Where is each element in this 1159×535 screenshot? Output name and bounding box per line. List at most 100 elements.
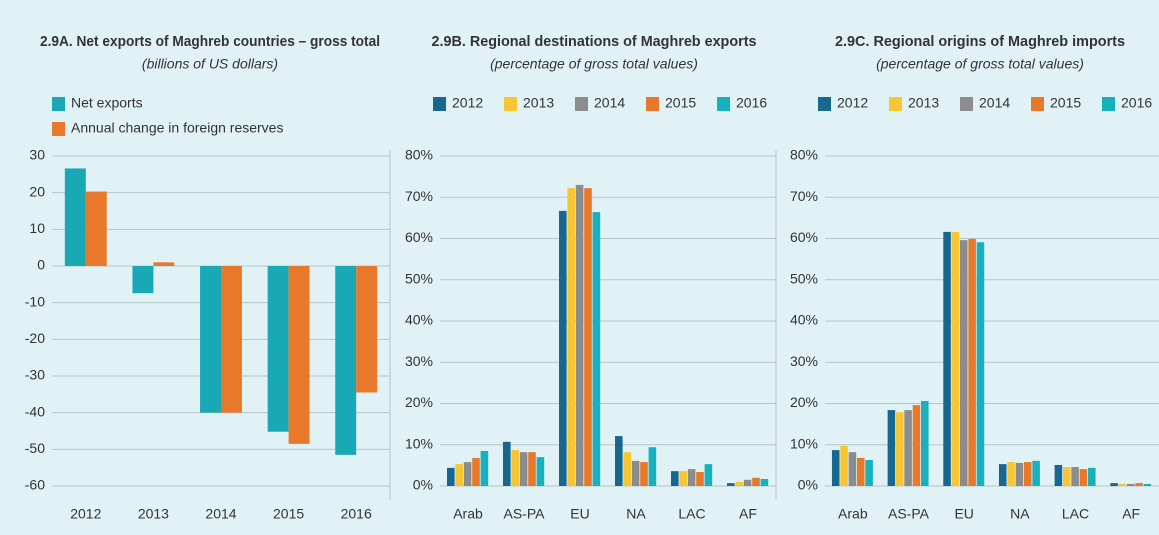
legend-swatch — [717, 97, 730, 111]
legend-swatch — [1031, 97, 1044, 111]
legend-label: 2015 — [665, 95, 696, 111]
bar — [912, 405, 921, 486]
bar — [640, 462, 648, 486]
x-tick-label: 2015 — [273, 506, 304, 522]
y-tick-label: -20 — [25, 330, 45, 346]
x-tick-label: EU — [570, 506, 589, 522]
bar — [536, 457, 545, 486]
x-tick-label: AF — [739, 506, 757, 522]
bar — [959, 240, 968, 486]
bar — [575, 184, 584, 486]
legend-swatch — [433, 97, 446, 111]
x-tick-label: AS-PA — [888, 506, 930, 522]
bar — [1118, 483, 1127, 486]
bar — [1032, 460, 1040, 486]
x-tick-label: 2014 — [205, 506, 236, 522]
bar — [559, 210, 567, 487]
bar — [727, 483, 735, 486]
legend-label: Annual change in foreign reserves — [71, 120, 283, 136]
x-tick-label: AF — [1122, 506, 1140, 522]
y-tick-label: 30 — [29, 147, 45, 163]
bar — [648, 447, 657, 486]
bar — [1110, 483, 1118, 486]
x-tick-label: EU — [954, 506, 973, 522]
x-tick-label: 2012 — [70, 506, 101, 522]
y-tick-label: 60% — [790, 229, 818, 245]
x-tick-label: NA — [1010, 506, 1030, 522]
bar — [288, 266, 310, 444]
bar — [998, 464, 1007, 486]
legend-label: 2016 — [1121, 95, 1152, 111]
bar — [200, 266, 221, 413]
bar — [696, 471, 704, 486]
bar — [671, 471, 679, 486]
legend-label: 2016 — [736, 95, 767, 111]
bar — [1062, 467, 1071, 486]
bar — [267, 266, 289, 432]
bar — [1071, 467, 1079, 486]
bar — [356, 266, 378, 393]
y-tick-label: 20% — [790, 394, 818, 410]
chart-title: 2.9C. Regional origins of Maghreb import… — [835, 33, 1125, 50]
legend-label: 2014 — [979, 95, 1010, 111]
bar — [1007, 462, 1015, 486]
bar — [480, 450, 489, 486]
bar — [921, 401, 929, 486]
bar — [153, 262, 175, 266]
bar — [752, 477, 760, 486]
bar — [1024, 462, 1032, 486]
y-tick-label: 0 — [37, 257, 45, 273]
y-tick-label: 10% — [405, 435, 433, 451]
y-tick-label: 70% — [790, 188, 818, 204]
legend-swatch — [52, 97, 65, 111]
bar — [895, 412, 904, 486]
bar — [567, 188, 575, 487]
x-tick-label: NA — [626, 506, 646, 522]
bar — [584, 188, 592, 487]
bar — [528, 452, 536, 486]
legend-swatch — [504, 97, 517, 111]
y-tick-label: -60 — [25, 477, 45, 493]
chart-subtitle: (billions of US dollars) — [142, 56, 278, 72]
legend-swatch — [889, 97, 902, 111]
bar — [1143, 483, 1152, 486]
bar — [857, 457, 865, 486]
bar — [623, 452, 631, 486]
chart-title: 2.9A. Net exports of Maghreb countries –… — [40, 33, 380, 50]
bar — [519, 452, 528, 486]
y-tick-label: 10% — [790, 435, 818, 451]
bar — [865, 460, 873, 486]
y-tick-label: -30 — [25, 367, 45, 383]
y-tick-label: 40% — [405, 312, 433, 328]
bar — [472, 457, 480, 486]
bar — [976, 242, 985, 486]
bar — [848, 452, 857, 486]
y-tick-label: -50 — [25, 440, 45, 456]
bar — [951, 231, 960, 486]
y-tick-label: 0% — [798, 477, 818, 493]
y-tick-label: 80% — [790, 147, 818, 163]
y-tick-label: 0% — [413, 477, 433, 493]
bar — [1088, 467, 1096, 486]
bar — [64, 168, 86, 266]
chart-subtitle: (percentage of gross total values) — [876, 56, 1084, 72]
bar — [511, 450, 519, 486]
bar — [679, 471, 687, 486]
bar — [968, 238, 976, 486]
bar — [503, 441, 511, 486]
legend-label: 2014 — [594, 95, 625, 111]
bar — [887, 410, 896, 486]
bar — [743, 479, 752, 486]
y-tick-label: -40 — [25, 403, 45, 419]
y-tick-label: -10 — [25, 293, 45, 309]
bar — [1015, 462, 1024, 486]
legend-swatch — [575, 97, 588, 111]
legend-label: 2012 — [452, 95, 483, 111]
x-tick-label: 2013 — [138, 506, 169, 522]
bar — [463, 462, 472, 486]
bar — [221, 266, 242, 413]
bar — [760, 478, 769, 486]
legend-label: 2012 — [837, 95, 868, 111]
y-tick-label: 10 — [29, 220, 45, 236]
